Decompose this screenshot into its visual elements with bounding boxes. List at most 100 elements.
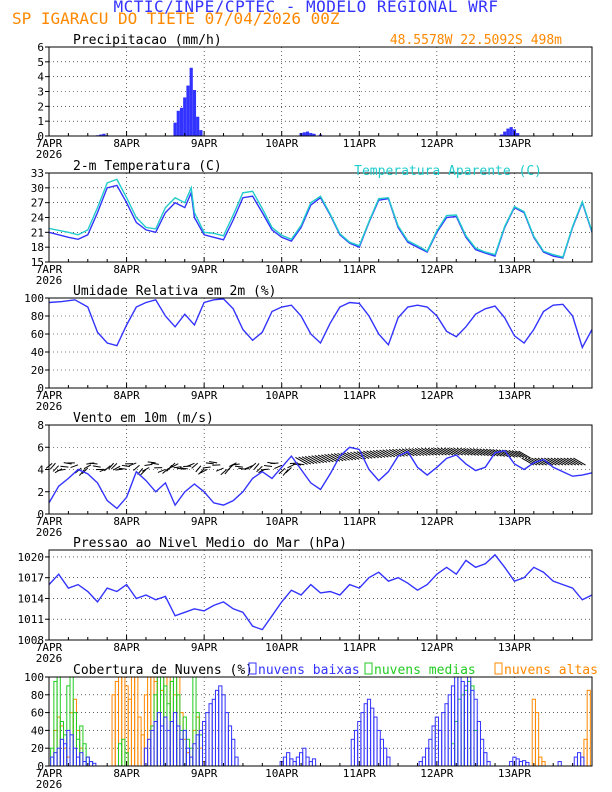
x-tick-label: 12APR (420, 263, 453, 276)
wind-barb (195, 465, 202, 473)
bar (186, 85, 190, 136)
wind-barb (369, 450, 383, 459)
x-tick-label: 10APR (265, 137, 298, 150)
wind-barb (115, 468, 124, 471)
x-tick-label: 9APR (191, 641, 218, 654)
wind-barb (78, 469, 85, 476)
x-tick-label: 7APR (36, 515, 63, 528)
wind-barb (141, 467, 150, 472)
wind-barb (356, 451, 370, 460)
x-tick-label: 10APR (265, 515, 298, 528)
x-tick-label: 13APR (498, 389, 531, 402)
bar (118, 743, 123, 767)
wind-barb (534, 457, 548, 466)
x-tick-label: 13APR (498, 515, 531, 528)
x-tick-label: 8APR (113, 137, 140, 150)
wind-barb (274, 464, 282, 470)
x-tick-label: 11APR (343, 137, 376, 150)
bar (156, 712, 161, 767)
x-tick-label: 10APR (265, 641, 298, 654)
wind-barb (434, 447, 447, 456)
legend-entry: nuvens baixas (258, 663, 360, 678)
bar (199, 130, 203, 136)
location-label: 48.5578W 22.5092S 498m (390, 33, 562, 48)
panel-title: Vento em 10m (m/s) (73, 411, 214, 426)
bar (586, 689, 591, 767)
bar (463, 685, 469, 767)
wind-barb (524, 457, 538, 466)
bar (140, 734, 145, 767)
y-tick-label: 24 (31, 212, 45, 225)
wind-barb (234, 465, 243, 468)
wind-barb (495, 449, 509, 458)
plot-frame (48, 549, 593, 641)
wind-barb (169, 462, 176, 469)
x-tick-label: 8APR (113, 515, 140, 528)
wind-barbs (45, 447, 586, 476)
wind-barb (118, 467, 127, 470)
y-tick-label: 0 (37, 508, 44, 521)
wind-barb (205, 462, 214, 465)
bar (518, 761, 523, 767)
bar (214, 689, 220, 767)
wind-barb (186, 462, 195, 467)
wind-barb (550, 457, 564, 466)
wind-barb (150, 462, 159, 465)
wind-barb (49, 462, 56, 470)
wind-barb (569, 457, 583, 466)
bar (205, 712, 210, 767)
bar (172, 712, 178, 767)
wind-barb (333, 453, 347, 461)
wind-barb (492, 448, 505, 457)
bar (470, 689, 475, 767)
bar (534, 712, 540, 767)
y-tick-label: 4 (37, 71, 44, 84)
wind-barb (460, 447, 473, 456)
wind-barb (89, 462, 98, 465)
wind-barb (278, 468, 286, 475)
y-tick-label: 6 (37, 441, 44, 454)
bar (457, 676, 462, 767)
x-tick-label: 9APR (191, 137, 218, 150)
y-tick-label: 1011 (18, 613, 45, 626)
x-tick-label: 11APR (343, 263, 376, 276)
wind-barb (253, 463, 260, 470)
wind-barb (304, 455, 318, 464)
wind-barb (308, 455, 321, 464)
wind-barb (330, 453, 344, 462)
legend-entry: nuvens medias (374, 663, 476, 678)
wind-barb (285, 467, 292, 474)
bar (99, 134, 103, 136)
wind-barb (157, 469, 166, 473)
wind-barb (427, 447, 441, 456)
wind-barb (81, 467, 89, 475)
bar (185, 747, 191, 767)
wind-barb (121, 464, 130, 468)
bar (50, 756, 55, 767)
bar (137, 716, 142, 767)
y-tick-label: 40 (31, 346, 44, 359)
wind-barb (92, 465, 101, 468)
bar (53, 752, 58, 767)
bar (538, 756, 543, 767)
wind-barb (453, 447, 467, 456)
wind-barb (57, 468, 66, 472)
bar (289, 758, 294, 767)
wind-barb (139, 469, 147, 476)
y-tick-label: 80 (31, 689, 44, 702)
bar (234, 756, 239, 767)
y-tick-label: 15 (31, 256, 44, 269)
bar (173, 122, 177, 136)
x-tick-year: 2026 (36, 148, 63, 161)
wind-barb (450, 447, 463, 456)
y-tick-label: 2 (37, 100, 44, 113)
bar (189, 67, 193, 136)
wind-barb (170, 463, 179, 468)
bar (305, 131, 310, 136)
bar (56, 747, 61, 767)
bar (218, 685, 223, 767)
